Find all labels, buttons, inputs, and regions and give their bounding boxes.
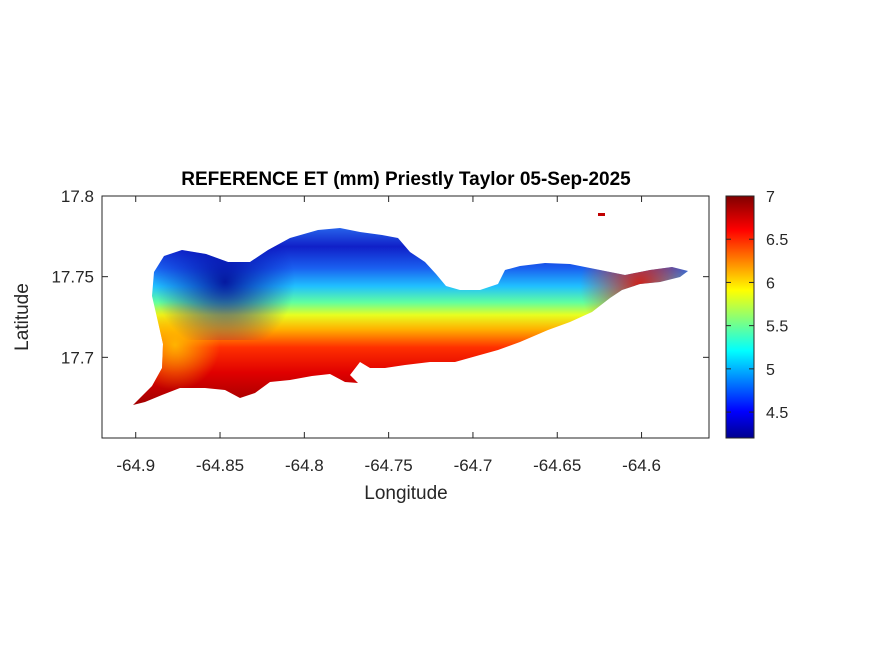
colorbar [725, 195, 755, 439]
colorbar-tick-label: 5 [766, 362, 775, 379]
x-tick-label: -64.85 [196, 456, 244, 475]
y-tick-label: 17.8 [61, 187, 94, 206]
x-axis: -64.9 -64.85 -64.8 -64.75 -64.7 -64.65 -64.6 [116, 196, 661, 475]
x-tick-label: -64.75 [365, 456, 413, 475]
x-tick-label: -64.7 [454, 456, 493, 475]
x-tick-label: -64.8 [285, 456, 324, 475]
chart-title: REFERENCE ET (mm) Priestly Taylor 05-Sep… [181, 169, 631, 190]
colorbar-tick-label: 7 [766, 189, 775, 206]
x-axis-label: Longitude [364, 483, 447, 504]
small-islet [598, 213, 605, 216]
x-tick-label: -64.9 [116, 456, 155, 475]
colorbar-tick-label: 6 [766, 275, 775, 292]
colorbar-tick-label: 6.5 [766, 232, 788, 249]
colorbar-tick-label: 5.5 [766, 319, 788, 336]
colorbar-tick-label: 4.5 [766, 405, 788, 422]
y-tick-label: 17.7 [61, 348, 94, 367]
y-axis: 17.8 17.75 17.7 [51, 187, 709, 367]
x-tick-label: -64.6 [622, 456, 661, 475]
y-tick-label: 17.75 [51, 268, 94, 287]
x-tick-label: -64.65 [533, 456, 581, 475]
colorbar-ticks: 7 6.5 6 5.5 5 4.5 [726, 189, 788, 422]
y-axis-label: Latitude [12, 283, 33, 351]
